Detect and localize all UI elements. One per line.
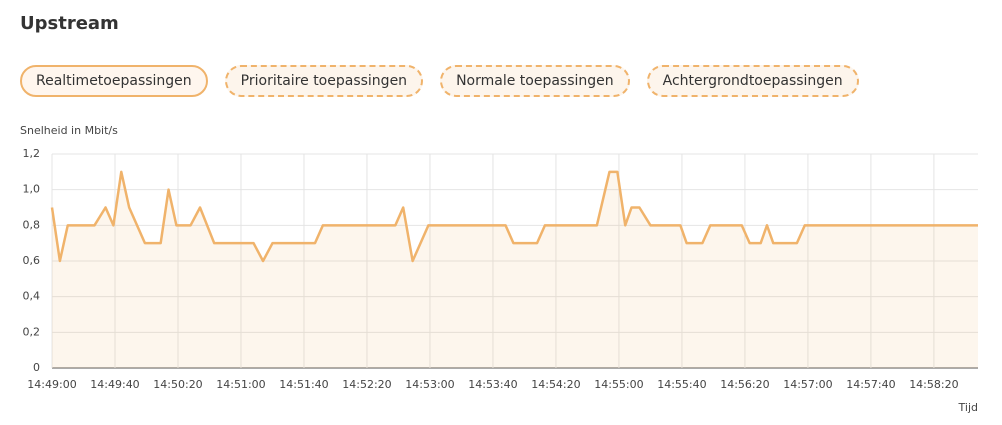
filter-button[interactable]: Normale toepassingen xyxy=(440,65,630,97)
y-tick-label: 1,0 xyxy=(23,183,41,196)
filter-button[interactable]: Achtergrondtoepassingen xyxy=(646,65,859,97)
x-tick-label: 14:51:00 xyxy=(216,378,265,391)
filter-button[interactable]: Realtimetoepassingen xyxy=(20,65,208,97)
x-tick-label: 14:53:00 xyxy=(405,378,454,391)
y-tick-label: 0 xyxy=(33,361,40,374)
title: Upstream xyxy=(20,13,119,34)
y-tick-label: 0,6 xyxy=(23,254,41,267)
y-tick-label: 0,8 xyxy=(23,218,41,231)
y-tick-label: 0,4 xyxy=(23,290,41,303)
x-tick-label: 14:52:20 xyxy=(342,378,391,391)
x-axis-label: Tijd xyxy=(958,401,978,414)
x-tick-label: 14:55:40 xyxy=(657,378,706,391)
x-tick-label: 14:50:20 xyxy=(153,378,202,391)
x-tick-label: 14:58:20 xyxy=(909,378,958,391)
area xyxy=(52,171,978,368)
x-tick-label: 14:54:20 xyxy=(531,378,580,391)
x-tick-label: 14:55:00 xyxy=(594,378,643,391)
x-tick-label: 14:49:00 xyxy=(27,378,76,391)
y-tick-label: 0,2 xyxy=(23,325,41,338)
filter-buttons: Realtimetoepassingen Prioritaire toepassi… xyxy=(20,65,859,97)
x-tick-label: 14:57:40 xyxy=(846,378,895,391)
x-tick-label: 14:53:40 xyxy=(468,378,517,391)
x-tick-label: 14:49:40 xyxy=(90,378,139,391)
filter-button[interactable]: Prioritaire toepassingen xyxy=(224,65,424,97)
x-tick-label: 14:51:40 xyxy=(279,378,328,391)
y-axis-label: Snelheid in Mbit/s xyxy=(20,124,118,137)
x-tick-label: 14:56:20 xyxy=(720,378,769,391)
x-tick-label: 14:57:00 xyxy=(783,378,832,391)
line xyxy=(50,170,978,263)
y-tick-label: 1,2 xyxy=(23,147,41,160)
